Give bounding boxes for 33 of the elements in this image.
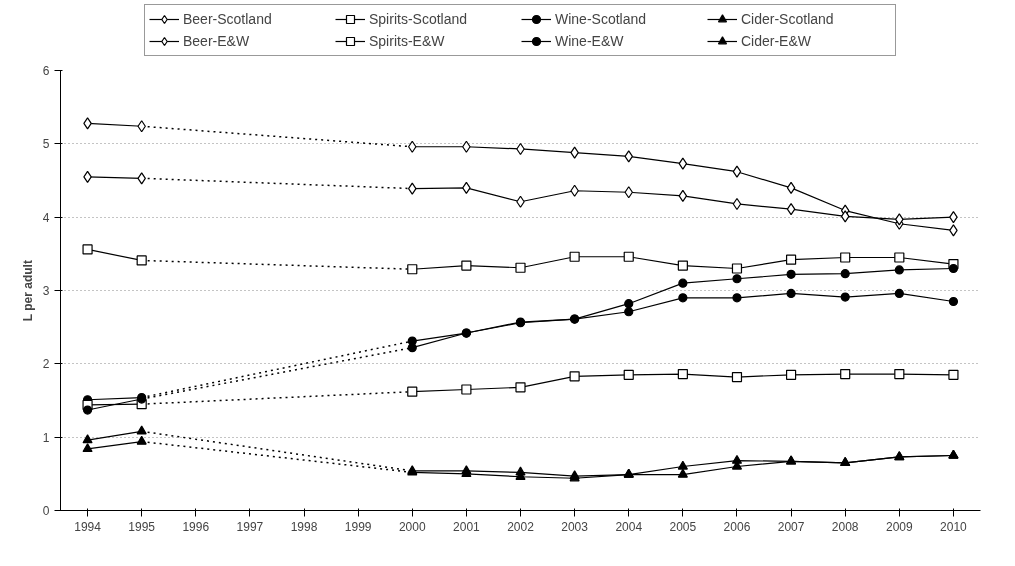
- x-tick-label: 1999: [344, 519, 372, 534]
- y-tick-label: 0: [42, 504, 50, 518]
- legend-label: Spirits-E&W: [369, 33, 446, 49]
- y-axis-title: L per adult: [20, 260, 35, 322]
- y-tick-label: 4: [42, 210, 50, 225]
- y-tick-label: 6: [42, 64, 50, 78]
- x-tick-label: 2009: [885, 519, 913, 534]
- x-tick-label: 1994: [74, 519, 102, 534]
- x-tick-label: 2005: [669, 519, 697, 534]
- legend-label: Wine-E&W: [555, 33, 625, 49]
- y-tick-label: 2: [42, 357, 50, 372]
- legend-label: Cider-Scotland: [741, 11, 835, 27]
- x-tick-label: 2001: [453, 519, 481, 534]
- legend-label: Cider-E&W: [741, 33, 812, 49]
- x-tick-label: 2008: [831, 519, 859, 534]
- legend-label: Spirits-Scotland: [369, 11, 469, 27]
- x-tick-label: 1996: [182, 519, 210, 534]
- x-tick-label: 2007: [777, 519, 805, 534]
- legend-label: Wine-Scotland: [555, 11, 648, 27]
- y-tick-label: 3: [42, 284, 50, 298]
- x-tick-label: 1995: [128, 519, 156, 534]
- legend-label: Beer-Scotland: [183, 11, 273, 27]
- x-tick-label: 2002: [507, 519, 535, 534]
- x-tick-label: 2010: [940, 519, 968, 534]
- x-tick-label: 2000: [398, 519, 426, 534]
- y-tick-label: 1: [42, 430, 50, 445]
- x-tick-label: 2004: [615, 519, 643, 534]
- legend-label: Beer-E&W: [183, 33, 251, 49]
- x-tick-label: 2003: [561, 519, 589, 534]
- x-tick-label: 1997: [236, 519, 264, 534]
- y-tick-label: 5: [42, 137, 50, 152]
- x-tick-label: 2006: [723, 519, 751, 534]
- x-tick-label: 1998: [290, 519, 318, 534]
